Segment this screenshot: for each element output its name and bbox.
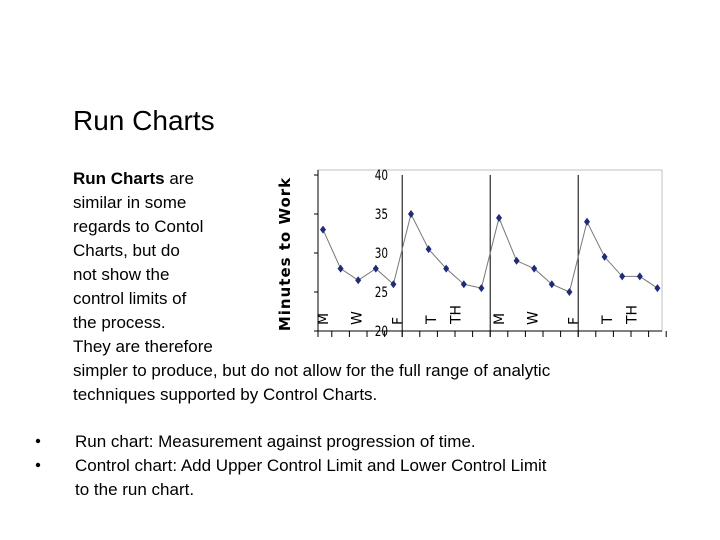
chart: Minutes to Work 20 25 30 35 40 M W F T TH M W F T TH	[276, 168, 667, 340]
data-point	[390, 280, 397, 289]
data-point	[619, 272, 626, 281]
y-tick-label: 40	[375, 168, 388, 184]
x-tick-label: W	[525, 311, 541, 325]
data-point	[496, 213, 502, 222]
intro-line: Run Charts are	[73, 169, 194, 188]
bullet-dot	[35, 438, 41, 444]
x-tick-label: M	[492, 313, 508, 325]
y-tick-label: 30	[375, 246, 388, 262]
intro-line: regards to Contol	[73, 217, 203, 236]
intro-line: techniques supported by Control Charts.	[73, 385, 377, 404]
intro-line: the process.	[73, 313, 166, 332]
x-tick-label: M	[316, 313, 332, 325]
intro-line: They are therefore	[73, 337, 213, 356]
x-tick-label: F	[390, 317, 406, 325]
data-point	[425, 245, 432, 254]
data-point	[478, 284, 485, 293]
bullet-text: Run chart: Measurement against progressi…	[75, 432, 476, 451]
data-point	[566, 288, 573, 296]
intro-line: similar in some	[73, 193, 186, 212]
intro-line: control limits of	[73, 289, 187, 308]
data-point	[548, 280, 555, 289]
bullet-text: Control chart: Add Upper Control Limit a…	[75, 456, 547, 475]
intro-line: simpler to produce, but do not allow for…	[73, 361, 551, 380]
data-point	[408, 210, 414, 218]
bullet-text: to the run chart.	[75, 480, 194, 499]
x-tick-label: F	[566, 317, 582, 325]
data-point	[584, 217, 590, 226]
slide-title: Run Charts	[73, 105, 215, 136]
data-point	[531, 264, 538, 273]
bullets: Run chart: Measurement against progressi…	[35, 432, 547, 499]
y-axis-label: Minutes to Work	[276, 177, 294, 331]
intro: similar in some regards to Contol Charts, …	[73, 193, 551, 404]
x-tick-label: W	[349, 311, 365, 325]
data-point	[513, 256, 520, 265]
data-point	[654, 284, 661, 293]
data-point	[337, 264, 344, 273]
bullet-dot	[35, 462, 41, 468]
data-point	[372, 264, 379, 273]
x-tick-label: TH	[449, 305, 465, 325]
x-tick-label: T	[600, 315, 616, 325]
data-point	[355, 276, 362, 285]
x-tick-label: TH	[625, 305, 641, 325]
intro-bold: Run Charts	[73, 169, 165, 188]
x-tick-label: T	[424, 315, 440, 325]
data-point	[320, 225, 326, 234]
data-point	[443, 264, 450, 273]
data-point	[601, 252, 608, 261]
intro-line: not show the	[73, 265, 169, 284]
y-tick-label: 25	[375, 285, 388, 301]
intro-text: are	[165, 169, 194, 188]
series-line	[322, 212, 658, 293]
data-point	[636, 272, 643, 281]
y-tick-label: 35	[375, 207, 388, 223]
data-point	[460, 280, 467, 289]
intro-line: Charts, but do	[73, 241, 180, 260]
y-tick-label: 20	[375, 324, 388, 340]
